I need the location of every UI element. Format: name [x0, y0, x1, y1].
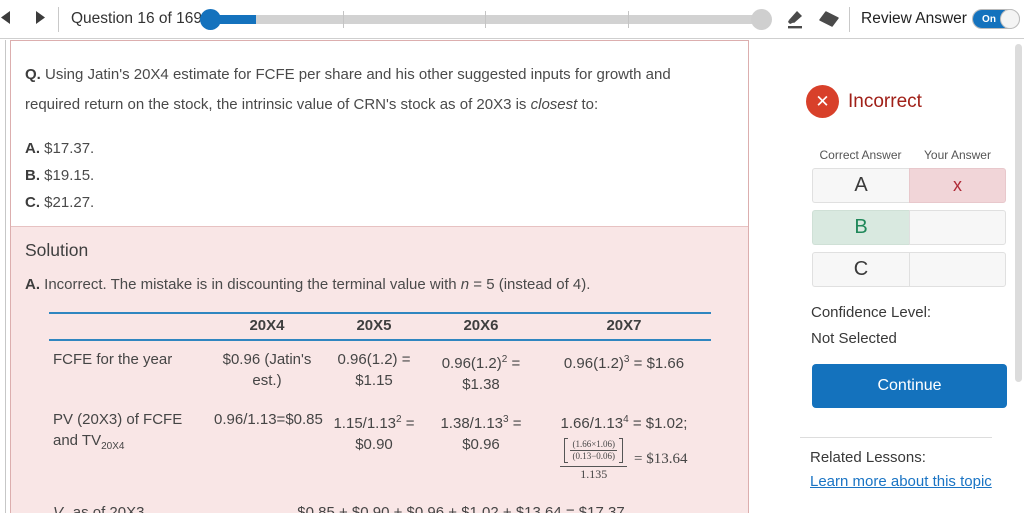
correct-cell-a: A	[812, 168, 909, 203]
row-label: PV (20X3) of FCFE and TV20X4	[53, 411, 183, 452]
top-toolbar: Question 16 of 169	[0, 0, 1024, 39]
progress-fill	[200, 15, 256, 24]
next-question-button[interactable]	[33, 9, 49, 29]
confidence-value: Not Selected	[811, 330, 897, 347]
table-cell: 0.96/1.13=$0.85	[214, 411, 323, 428]
your-cell-b	[909, 210, 1006, 245]
table-header-20x4: 20X4	[249, 317, 285, 334]
toggle-on-label: On	[973, 10, 1005, 28]
solution-heading: Solution	[25, 240, 89, 260]
table-cell: 1.15/1.132 = $0.90	[333, 414, 415, 453]
solution-table: 20X4 20X5 20X6 20X7 FCFE for the year $0…	[49, 312, 711, 513]
continue-button[interactable]: Continue	[812, 364, 1007, 408]
answer-comparison-grid: A x B C	[812, 168, 1007, 294]
toolbar-divider	[58, 7, 59, 32]
question-panel: Q. Using Jatin's 20X4 estimate for FCFE …	[10, 40, 749, 513]
table-cell: 0.96(1.2)2 = $1.38	[441, 354, 521, 393]
slider-tick	[627, 11, 629, 28]
highlighter-icon	[785, 8, 805, 32]
table-cell-sum: $0.85 + $0.90 + $0.96 + $1.02 + $13.64 =…	[297, 504, 625, 513]
answer-grid-headers: Correct Answer Your Answer	[812, 148, 1007, 162]
table-header-empty	[49, 313, 211, 340]
review-answer-label: Review Answer	[861, 10, 967, 27]
table-cell: $0.96 (Jatin's est.)	[222, 351, 312, 389]
table-cell: 0.96(1.2)3 = $1.66	[563, 354, 685, 372]
slider-tick	[342, 11, 344, 28]
confidence-label: Confidence Level:	[811, 304, 932, 321]
grid-row-a: A x	[812, 168, 1007, 203]
correct-cell-b: B	[812, 210, 909, 245]
review-answer-toggle[interactable]: On	[972, 9, 1020, 29]
table-cell: 0.96(1.2) = $1.15	[337, 351, 411, 389]
eraser-icon	[817, 9, 841, 32]
table-header-row: 20X4 20X5 20X6 20X7	[49, 313, 711, 340]
correct-answer-header: Correct Answer	[819, 148, 902, 162]
result-status: ✕ Incorrect	[806, 85, 922, 118]
terminal-value-formula: (1.66×1.06) (0.13−0.06) 1.135 = $13.64	[540, 437, 708, 482]
previous-question-button[interactable]	[0, 9, 13, 29]
slider-end-knob	[751, 9, 772, 30]
related-lessons-link[interactable]: Learn more about this topic	[810, 473, 992, 490]
toolbar-divider	[849, 7, 850, 32]
arrow-left-icon	[0, 10, 11, 28]
table-row-v0: V0 as of 20X3 $0.85 + $0.90 + $0.96 + $1…	[49, 488, 711, 513]
row-label: FCFE for the year	[53, 351, 173, 368]
highlighter-button[interactable]	[782, 8, 808, 32]
correct-cell-c: C	[812, 252, 909, 287]
table-header-20x6: 20X6	[463, 317, 499, 334]
related-lessons-label: Related Lessons:	[810, 449, 926, 466]
table-header-20x5: 20X5	[356, 317, 392, 334]
question-block: Q. Using Jatin's 20X4 estimate for FCFE …	[11, 41, 748, 226]
table-row-fcfe: FCFE for the year $0.96 (Jatin's est.) 0.…	[49, 340, 711, 401]
your-cell-c	[909, 252, 1006, 287]
grid-row-b: B	[812, 210, 1007, 245]
eraser-button[interactable]	[816, 8, 842, 32]
solution-section: Solution A. Incorrect. The mistake is in…	[11, 226, 748, 513]
result-label: Incorrect	[848, 90, 922, 112]
question-counter: Question 16 of 169	[71, 10, 202, 27]
row-label: V0 as of 20X3	[53, 504, 145, 513]
table-cell: 1.66/1.134 = $1.02; (1.66×1.06) (0.13−0.0…	[537, 401, 711, 488]
answer-options: A. $17.37. B. $19.15. C. $21.27.	[25, 135, 728, 216]
solution-explanation: A. Incorrect. The mistake is in discount…	[25, 276, 591, 293]
arrow-right-icon	[35, 10, 47, 28]
option-a[interactable]: A. $17.37.	[25, 140, 95, 157]
slider-tick	[485, 11, 486, 28]
your-answer-header: Your Answer	[924, 148, 991, 162]
table-header-20x7: 20X7	[606, 317, 642, 334]
incorrect-x-icon: ✕	[806, 85, 839, 118]
slider-handle[interactable]	[200, 9, 221, 30]
option-c[interactable]: C. $21.27.	[25, 194, 95, 211]
toggle-knob	[1000, 9, 1020, 29]
confidence-block: Confidence Level: Not Selected	[811, 300, 931, 352]
question-prefix: Q.	[25, 66, 41, 83]
table-cell: 1.38/1.133 = $0.96	[440, 414, 522, 453]
page-edge-line	[5, 40, 6, 513]
question-text: Q. Using Jatin's 20X4 estimate for FCFE …	[25, 66, 671, 113]
grid-row-c: C	[812, 252, 1007, 287]
your-cell-a: x	[909, 168, 1006, 203]
table-row-pv: PV (20X3) of FCFE and TV20X4 0.96/1.13=$0…	[49, 401, 711, 488]
sidebar-divider	[800, 437, 992, 438]
option-b[interactable]: B. $19.15.	[25, 167, 95, 184]
question-progress-slider[interactable]	[200, 9, 772, 30]
sidebar-scrollbar[interactable]	[1015, 44, 1022, 382]
result-sidebar: ✕ Incorrect Correct Answer Your Answer A…	[780, 40, 1015, 513]
